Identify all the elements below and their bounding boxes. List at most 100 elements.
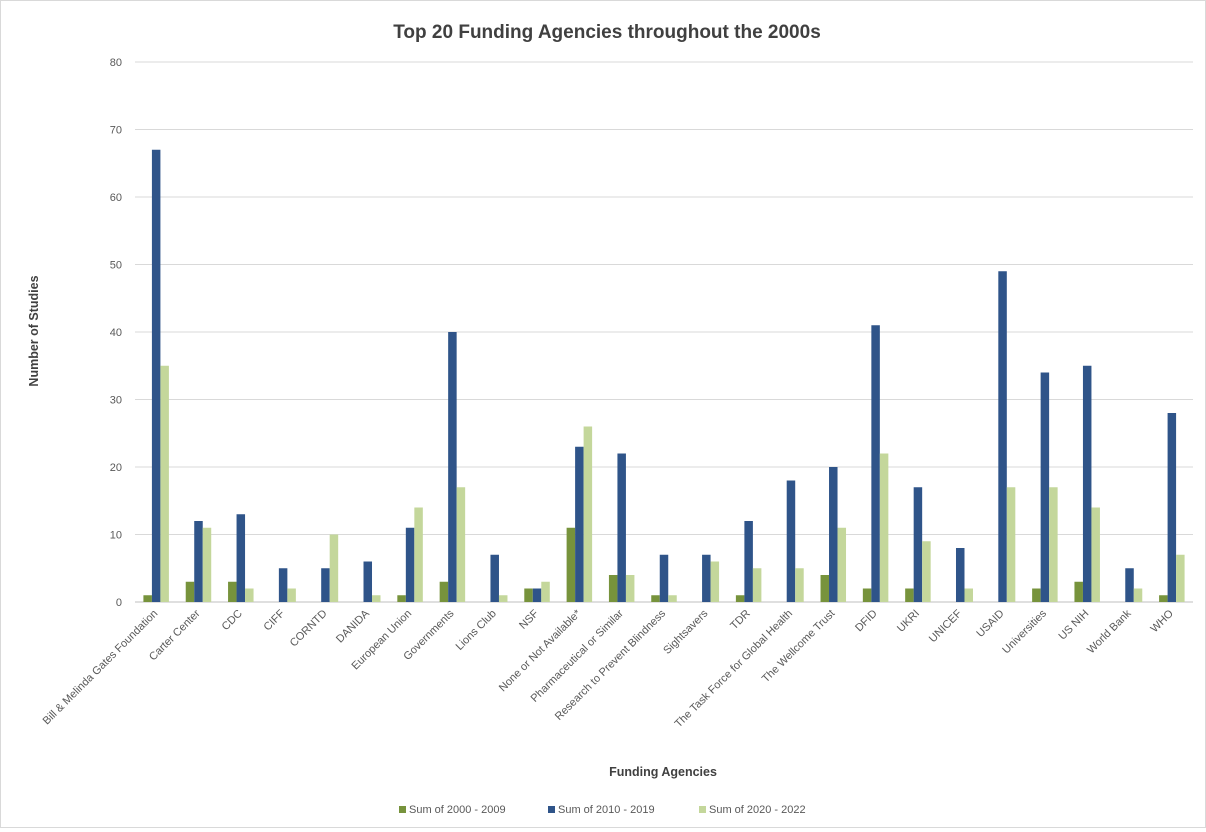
y-tick-label: 30 [110,395,122,407]
chart-title: Top 20 Funding Agencies throughout the 2… [393,22,821,43]
x-tick-label: Universities [1000,607,1049,656]
x-tick-label: Sightsavers [661,607,710,656]
legend-label: Sum of 2000 - 2009 [409,804,506,816]
bar [541,581,550,602]
bar [1032,588,1041,602]
bar [913,487,923,602]
x-tick-label: CDC [220,608,245,633]
bar [702,554,711,602]
bar [862,588,872,602]
bar [372,595,381,602]
y-tick-label: 10 [110,530,122,542]
bar [202,527,212,602]
y-tick-label: 50 [110,260,122,272]
x-tick-label: NSF [517,607,541,631]
bars [143,149,1185,602]
bar [837,527,847,602]
x-tick-label: None or Not Available* [497,607,584,694]
y-axis-label: Number of Studies [27,275,41,386]
x-tick-label: Lions Club [454,608,499,653]
bar [278,568,288,602]
x-tick-label: CORNTD [288,608,330,650]
bar [998,271,1007,602]
bar [143,595,152,602]
bar [668,595,677,602]
bar [795,568,804,602]
bar [245,588,254,602]
bar [1125,568,1134,602]
bar [490,554,499,602]
bar [1176,554,1185,602]
bar [228,581,237,602]
bar [964,588,973,602]
bar [735,595,745,602]
x-tick-label: DFID [853,608,880,635]
bar [405,527,415,602]
bar [185,581,195,602]
bar [710,561,720,602]
bar [456,487,466,602]
bar [287,588,296,602]
bar [498,595,508,602]
bar [625,575,635,602]
bar [321,568,330,602]
y-tick-label: 80 [110,57,122,69]
bar [414,507,423,602]
x-tick-label: TDR [728,608,753,633]
x-tick-label: CIFF [261,607,287,633]
bar [617,453,626,602]
bar [532,588,542,602]
legend-label: Sum of 2020 - 2022 [709,804,806,816]
bar [397,595,406,602]
bar [608,575,618,602]
x-tick-label: USAID [974,608,1006,640]
bar [448,332,457,602]
bar [786,480,796,602]
bar [151,149,161,602]
bar [583,426,593,602]
bar [566,527,576,602]
bar [1074,581,1083,602]
bar [744,521,753,602]
x-tick-label: World Bank [1085,607,1134,656]
bar [439,581,449,602]
y-tick-label: 0 [116,597,122,609]
bar [1049,487,1058,602]
bar [363,561,373,602]
legend: Sum of 2000 - 2009 Sum of 2010 - 2019 Sum … [399,804,806,816]
bar [160,365,169,602]
y-tick-label: 70 [110,125,122,137]
bar [236,514,246,602]
x-tick-label: WHO [1148,607,1176,635]
bar [955,548,965,602]
x-tick-label: DANIDA [334,607,372,645]
bar [329,534,339,602]
x-axis-label: Funding Agencies [609,765,717,779]
bar [820,575,830,602]
legend-swatch [548,806,555,813]
y-tick-label: 20 [110,462,122,474]
bar [659,554,669,602]
gridlines [135,61,1193,603]
y-tick-label: 60 [110,192,122,204]
bar [752,568,762,602]
bar [1006,487,1016,602]
x-tick-label: US NIH [1056,608,1091,643]
bar [1091,507,1100,602]
bar [829,467,838,602]
bar [1082,365,1092,602]
legend-swatch [399,806,406,813]
x-tick-label: The Wellcome Trust [760,608,838,686]
bar [922,541,931,602]
y-tick-label: 40 [110,327,122,339]
bar [575,446,584,602]
bar [524,588,533,602]
bar [1133,588,1143,602]
bar [194,521,203,602]
bar [1167,413,1177,602]
y-axis-ticks: 0 10 20 30 40 50 60 70 80 [110,57,122,609]
bar [651,595,660,602]
